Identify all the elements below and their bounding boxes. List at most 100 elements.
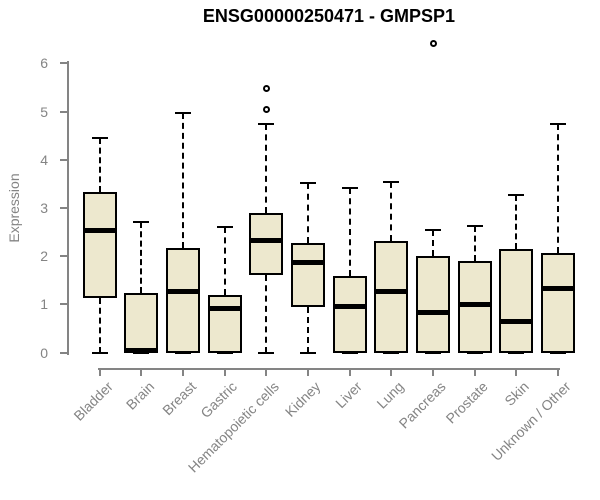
outlier-hematopoietic-cells bbox=[263, 106, 271, 114]
median-unknown-other bbox=[540, 286, 575, 292]
median-brain bbox=[124, 348, 159, 354]
y-axis-tick bbox=[60, 158, 67, 161]
x-tick-label-bladder: Bladder bbox=[69, 378, 116, 424]
upper-whisker-kidney bbox=[307, 183, 310, 244]
x-tick-label-liver: Liver bbox=[332, 378, 366, 412]
upper-whisker-cap-hematopoietic-cells bbox=[258, 123, 275, 126]
upper-whisker-cap-gastric bbox=[216, 225, 233, 228]
x-tick-label-skin: Skin bbox=[501, 378, 532, 409]
upper-whisker-skin bbox=[515, 194, 518, 250]
lower-whisker-bladder bbox=[98, 298, 101, 353]
median-prostate bbox=[457, 301, 492, 307]
median-gastric bbox=[207, 305, 242, 311]
y-tick-label: 6 bbox=[40, 55, 48, 72]
box-pancreas bbox=[416, 255, 450, 353]
median-liver bbox=[332, 303, 367, 309]
upper-whisker-pancreas bbox=[432, 230, 434, 256]
box-brain bbox=[124, 292, 159, 353]
chart-title: ENSG00000250471 - GMPSP1 bbox=[202, 6, 456, 26]
y-tick-label: 1 bbox=[40, 296, 48, 313]
x-tick-label-brain: Brain bbox=[122, 378, 158, 413]
lower-whisker-cap-unknown-other bbox=[549, 351, 566, 354]
lower-whisker-cap-hematopoietic-cells bbox=[258, 351, 275, 354]
x-axis-tick bbox=[182, 370, 185, 376]
lower-whisker-cap-prostate bbox=[466, 351, 483, 354]
y-axis-tick bbox=[60, 351, 67, 354]
outlier-pancreas bbox=[430, 39, 437, 47]
lower-whisker-cap-breast bbox=[175, 351, 192, 354]
box-liver bbox=[332, 276, 367, 353]
median-kidney bbox=[291, 259, 326, 265]
x-axis-line bbox=[97, 368, 560, 370]
x-axis-tick bbox=[556, 370, 559, 376]
upper-whisker-cap-liver bbox=[341, 187, 358, 190]
lower-whisker-cap-gastric bbox=[216, 351, 233, 354]
lower-whisker-cap-bladder bbox=[91, 351, 108, 354]
box-unknown-other bbox=[540, 253, 575, 353]
upper-whisker-cap-brain bbox=[133, 220, 150, 223]
median-breast bbox=[166, 288, 201, 294]
x-tick-label-kidney: Kidney bbox=[282, 378, 324, 420]
upper-whisker-bladder bbox=[98, 137, 101, 192]
y-axis-tick bbox=[60, 255, 67, 258]
upper-whisker-cap-pancreas bbox=[425, 229, 441, 232]
lower-whisker-cap-lung bbox=[383, 351, 400, 354]
upper-whisker-gastric bbox=[223, 226, 226, 296]
box-breast bbox=[166, 248, 201, 353]
median-pancreas bbox=[416, 310, 450, 316]
box-gastric bbox=[207, 295, 242, 353]
y-tick-label: 5 bbox=[40, 103, 48, 120]
upper-whisker-cap-lung bbox=[383, 180, 400, 183]
outlier-hematopoietic-cells bbox=[263, 84, 271, 92]
upper-whisker-hematopoietic-cells bbox=[265, 124, 268, 214]
upper-whisker-liver bbox=[348, 188, 351, 277]
x-axis-tick bbox=[223, 370, 226, 376]
box-prostate bbox=[457, 261, 492, 353]
y-axis-tick bbox=[60, 62, 67, 65]
y-tick-label: 0 bbox=[40, 344, 48, 361]
median-lung bbox=[374, 288, 409, 294]
x-axis-tick bbox=[307, 370, 310, 376]
upper-whisker-lung bbox=[390, 181, 393, 241]
y-axis-tick bbox=[60, 303, 67, 306]
box-bladder bbox=[82, 191, 117, 299]
upper-whisker-cap-unknown-other bbox=[549, 123, 566, 126]
x-tick-label-breast: Breast bbox=[158, 378, 199, 419]
lower-whisker-cap-kidney bbox=[300, 351, 317, 354]
upper-whisker-brain bbox=[140, 221, 143, 293]
x-axis-tick bbox=[515, 370, 518, 376]
upper-whisker-cap-skin bbox=[508, 193, 525, 196]
x-axis-tick bbox=[390, 370, 393, 376]
y-axis-tick bbox=[60, 207, 67, 209]
median-skin bbox=[499, 318, 534, 324]
upper-whisker-cap-prostate bbox=[466, 225, 483, 228]
x-tick-label-unknown-other: Unknown / Other bbox=[487, 378, 574, 464]
lower-whisker-cap-liver bbox=[341, 351, 358, 354]
box-kidney bbox=[291, 243, 326, 307]
x-axis-tick bbox=[265, 370, 268, 376]
y-tick-label: 2 bbox=[40, 248, 48, 265]
box-skin bbox=[499, 249, 534, 353]
lower-whisker-cap-pancreas bbox=[425, 351, 441, 354]
x-axis-tick bbox=[140, 370, 143, 376]
y-tick-label: 4 bbox=[40, 151, 48, 168]
x-tick-label-prostate: Prostate bbox=[442, 378, 491, 427]
y-tick-label: 3 bbox=[40, 200, 48, 216]
y-axis-tick bbox=[60, 110, 67, 113]
lower-whisker-hematopoietic-cells bbox=[265, 275, 268, 353]
x-axis-tick bbox=[98, 370, 101, 376]
upper-whisker-cap-bladder bbox=[91, 136, 108, 139]
x-tick-label-lung: Lung bbox=[373, 378, 407, 412]
box-hematopoietic-cells bbox=[249, 213, 284, 276]
median-bladder bbox=[82, 228, 117, 234]
upper-whisker-cap-breast bbox=[175, 111, 192, 114]
median-hematopoietic-cells bbox=[249, 237, 284, 243]
lower-whisker-cap-skin bbox=[508, 351, 525, 354]
box-lung bbox=[374, 240, 409, 353]
upper-whisker-unknown-other bbox=[556, 124, 559, 254]
x-axis-tick bbox=[432, 370, 434, 376]
upper-whisker-prostate bbox=[473, 226, 476, 262]
lower-whisker-kidney bbox=[307, 306, 310, 353]
y-axis-line bbox=[67, 61, 69, 355]
